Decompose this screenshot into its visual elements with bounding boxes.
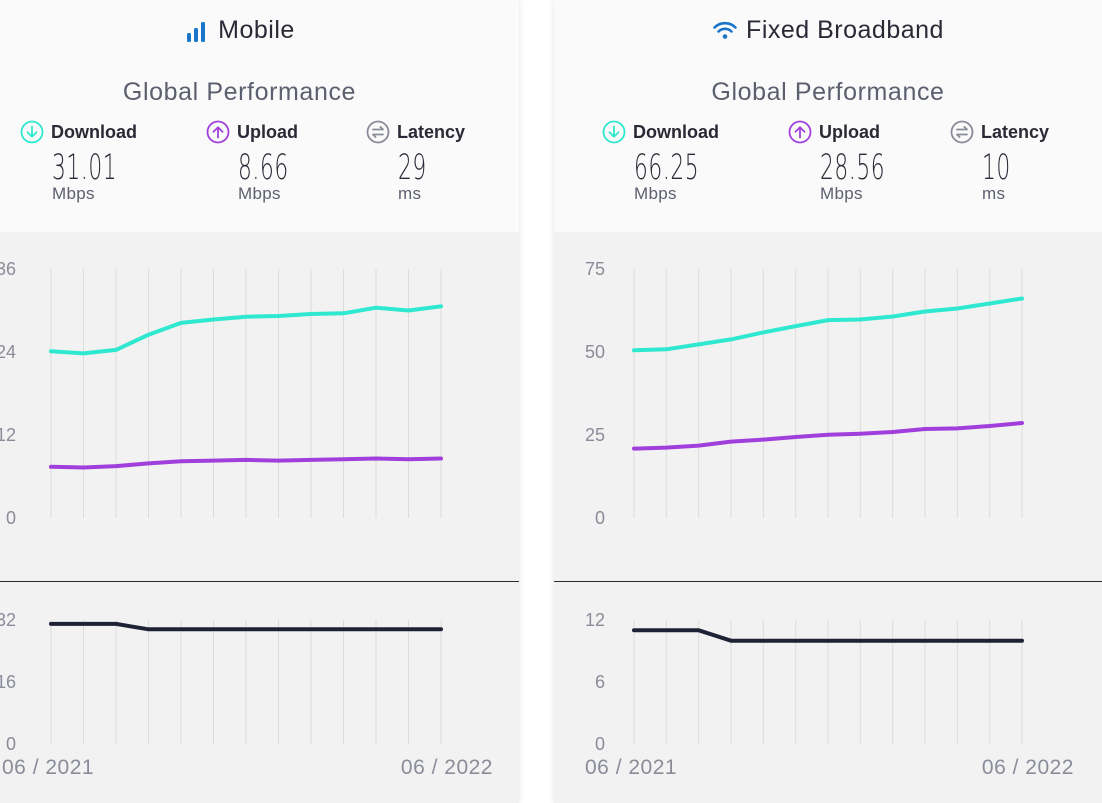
metric-label-latency: Latency [397,121,466,142]
latency-arrows-icon [950,120,974,144]
metric-unit-latency: ms [398,184,422,203]
mobile-panel: Mobile Global Performance Download 31.01… [0,0,519,803]
y-tick-label: 32 [0,610,16,630]
metric-label-latency: Latency [981,121,1050,142]
fixed-upload-metric: Upload 28.56 Mbps [788,120,925,204]
y-tick-label: 24 [0,342,16,362]
metric-unit-latency: ms [982,184,1006,203]
mobile-download-metric: Download 31.01 Mbps [20,120,157,204]
mobile-upload-metric: Upload 8.66 Mbps [206,120,320,204]
upload-arrow-icon [206,120,230,144]
metric-label-download: Download [633,121,719,142]
metric-label-upload: Upload [819,121,880,142]
y-tick-label: 0 [595,508,605,528]
x-tick-label-end: 06 / 2022 [982,756,1074,779]
fixed-download-metric: Download 66.25 Mbps [602,120,739,204]
metric-unit-download: Mbps [634,184,677,203]
y-tick-label: 12 [585,610,605,630]
y-tick-label: 0 [595,734,605,754]
mobile-chart-area [0,232,519,803]
latency-arrows-icon [366,120,390,144]
series-line-download [49,304,443,356]
series-line-download [632,296,1024,353]
mobile-header: Mobile Global Performance Download 31.01… [0,0,519,232]
y-tick-label: 6 [595,672,605,692]
mobile-chart-divider [0,581,519,582]
fixed-charts-svg: 0 25 50 75 0 6 12 06 / 2021 06 / 2022 [585,259,1074,779]
metric-value-latency: 10 [982,148,1011,188]
fixed-header: Fixed Broadband Global Performance Downl… [554,0,1102,232]
series-line-latency [49,621,443,632]
mobile-title-row: Mobile [0,16,519,45]
mobile-title: Mobile [218,16,295,44]
download-arrow-icon [602,120,626,144]
metric-value-upload: 8.66 [238,148,289,188]
metric-value-latency: 29 [398,148,427,188]
series-line-upload [632,421,1024,451]
metric-value-upload: 28.56 [820,148,886,188]
fixed-latency-metric: Latency 10 ms [950,120,1049,204]
metric-unit-download: Mbps [52,184,95,203]
metric-label-download: Download [51,121,137,142]
series-line-upload [49,456,443,470]
metric-unit-upload: Mbps [820,184,863,203]
metric-value-download: 66.25 [634,148,700,188]
y-tick-label: 75 [585,259,605,279]
x-tick-label-end: 06 / 2022 [401,756,493,779]
x-tick-label-start: 06 / 2021 [2,756,94,779]
mobile-subtitle: Global Performance [122,78,357,106]
fixed-chart-divider [554,581,1102,582]
metric-value-download: 31.01 [52,148,118,188]
y-tick-label: 25 [585,425,605,445]
fixed-title-row: Fixed Broadband [554,16,1102,45]
mobile-latency-metric: Latency 29 ms [366,120,465,204]
y-tick-label: 36 [0,259,16,279]
x-tick-label-start: 06 / 2021 [585,756,677,779]
y-tick-label: 0 [6,508,16,528]
y-tick-label: 12 [0,425,16,445]
fixed-title: Fixed Broadband [746,16,944,44]
metric-label-upload: Upload [237,121,298,142]
metric-unit-upload: Mbps [238,184,281,203]
fixed-broadband-panel: Fixed Broadband Global Performance Downl… [554,0,1102,803]
wifi-icon [712,18,738,44]
fixed-subtitle: Global Performance [711,78,945,106]
upload-arrow-icon [788,120,812,144]
signal-bars-icon [184,18,210,44]
y-tick-label: 50 [585,342,605,362]
mobile-charts-svg: 0 12 24 36 0 16 32 06 / 2021 06 / 2022 [0,259,493,779]
y-tick-label: 16 [0,672,16,692]
series-line-latency [632,628,1024,643]
download-arrow-icon [20,120,44,144]
y-tick-label: 0 [6,734,16,754]
